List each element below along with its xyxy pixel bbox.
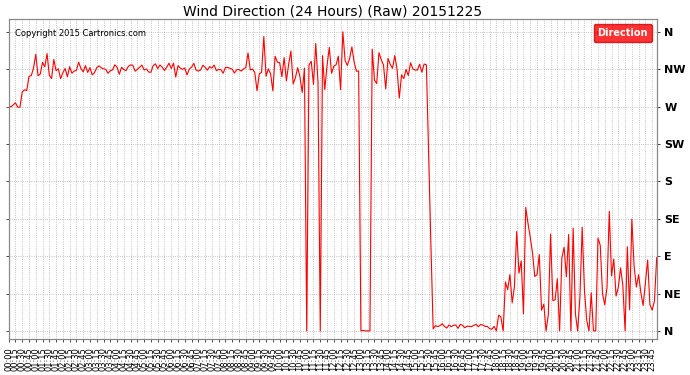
Text: Copyright 2015 Cartronics.com: Copyright 2015 Cartronics.com — [15, 29, 146, 38]
Legend: Direction: Direction — [593, 24, 652, 42]
Title: Wind Direction (24 Hours) (Raw) 20151225: Wind Direction (24 Hours) (Raw) 20151225 — [183, 4, 482, 18]
